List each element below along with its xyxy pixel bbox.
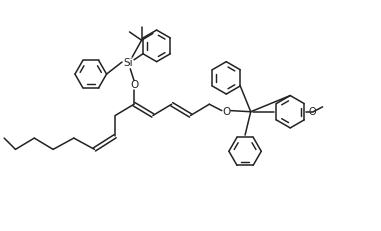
Text: O: O [308,107,316,117]
Text: O: O [222,107,231,117]
Text: Si: Si [123,58,133,68]
Text: O: O [130,80,138,90]
